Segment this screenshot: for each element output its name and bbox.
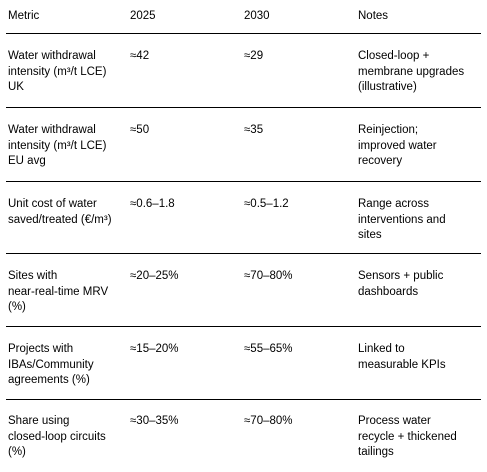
notes-cell: Range across interventions and sites (358, 198, 446, 241)
table-row: Water withdrawal intensity (m³/t LCE) UK… (6, 34, 481, 108)
metric-cell: Unit cost of water saved/treated (€/m³) (8, 198, 112, 226)
metric-cell: Water withdrawal intensity (m³/t LCE) EU… (8, 124, 107, 167)
table-header: Metric 2025 2030 Notes (6, 0, 481, 34)
value-2030-cell: ≈55–65% (244, 343, 293, 355)
table-row: Share using closed-loop circuits (%) ≈30… (6, 400, 481, 472)
metric-cell: Share using closed-loop circuits (%) (8, 415, 106, 458)
header-notes: Notes (358, 10, 389, 22)
value-2030-cell: ≈0.5–1.2 (244, 198, 289, 210)
table-row: Sites with near-real-time MRV (%) ≈20–25… (6, 254, 481, 327)
value-2025-cell: ≈20–25% (130, 270, 179, 282)
notes-cell: Closed-loop + membrane upgrades (illustr… (358, 50, 465, 93)
value-2030-cell: ≈70–80% (244, 270, 293, 282)
notes-cell: Process water recycle + thickened tailin… (358, 415, 457, 458)
header-2025: 2025 (130, 10, 156, 22)
value-2025-cell: ≈30–35% (130, 415, 179, 427)
value-2025-cell: ≈0.6–1.8 (130, 198, 175, 210)
table-row: Projects with IBAs/Community agreements … (6, 327, 481, 400)
notes-cell: Linked to measurable KPIs (358, 343, 446, 371)
value-2025-cell: ≈42 (130, 50, 150, 62)
value-2030-cell: ≈29 (244, 50, 264, 62)
metric-cell: Water withdrawal intensity (m³/t LCE) UK (8, 50, 107, 93)
header-2030: 2030 (244, 10, 270, 22)
metric-cell: Projects with IBAs/Community agreements … (8, 343, 94, 386)
value-2025-cell: ≈15–20% (130, 343, 179, 355)
table-row: Water withdrawal intensity (m³/t LCE) EU… (6, 108, 481, 182)
value-2030-cell: ≈70–80% (244, 415, 293, 427)
header-metric: Metric (8, 10, 40, 22)
metrics-table: Metric 2025 2030 Notes Water withdrawal … (6, 0, 481, 472)
table-row: Unit cost of water saved/treated (€/m³) … (6, 182, 481, 254)
value-2025-cell: ≈50 (130, 124, 150, 136)
notes-cell: Reinjection; improved water recovery (358, 124, 437, 167)
value-2030-cell: ≈35 (244, 124, 264, 136)
metric-cell: Sites with near-real-time MRV (%) (8, 270, 109, 313)
notes-cell: Sensors + public dashboards (358, 270, 444, 298)
